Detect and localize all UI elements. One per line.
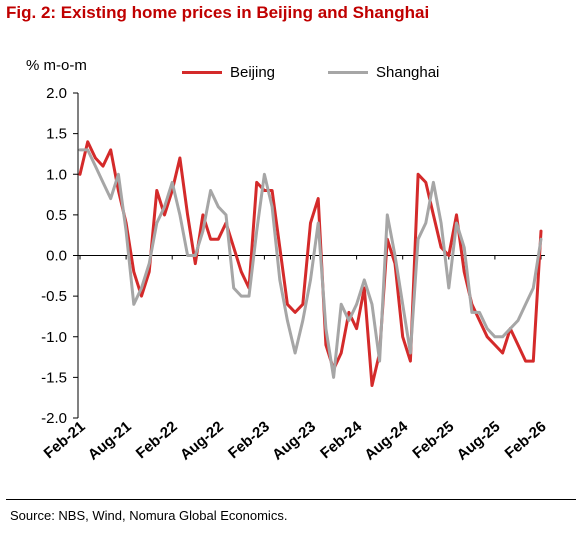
x-tick-label: Aug-21 <box>85 418 135 464</box>
legend-item-shanghai: Shanghai <box>328 64 439 81</box>
x-tick-label: Aug-23 <box>269 418 319 464</box>
x-tick-label: Aug-22 <box>177 418 227 464</box>
legend-label-shanghai: Shanghai <box>376 64 440 81</box>
y-tick-label: 0.0 <box>46 248 67 265</box>
legend-swatch-shanghai <box>328 71 368 74</box>
divider <box>6 499 576 500</box>
x-tick-label: Feb-25 <box>409 418 457 462</box>
y-tick-label: -1.0 <box>41 329 67 346</box>
x-tick-label: Feb-23 <box>225 418 273 462</box>
y-tick-label: 1.0 <box>46 166 67 183</box>
x-tick-label: Feb-22 <box>133 418 181 462</box>
y-tick-label: -2.0 <box>41 410 67 427</box>
legend-swatch-beijing <box>182 71 222 74</box>
y-tick-label: 0.5 <box>46 207 67 224</box>
legend-item-beijing: Beijing <box>182 64 275 81</box>
y-tick-label: 2.0 <box>46 85 67 102</box>
y-tick-label: -0.5 <box>41 288 67 305</box>
series-line-shanghai <box>78 148 543 379</box>
y-tick-label: 1.5 <box>46 126 67 143</box>
y-axis-label: % m-o-m <box>26 57 87 74</box>
figure-title: Fig. 2: Existing home prices in Beijing … <box>6 3 430 22</box>
source-note: Source: NBS, Wind, Nomura Global Economi… <box>10 508 288 523</box>
y-tick-label: -1.5 <box>41 369 67 386</box>
x-tick-label: Aug-25 <box>454 418 504 464</box>
x-tick-label: Feb-26 <box>502 418 550 462</box>
legend-label-beijing: Beijing <box>230 64 276 81</box>
x-tick-label: Aug-24 <box>361 418 411 464</box>
series-line-beijing <box>78 140 543 387</box>
x-tick-label: Feb-24 <box>317 418 365 463</box>
